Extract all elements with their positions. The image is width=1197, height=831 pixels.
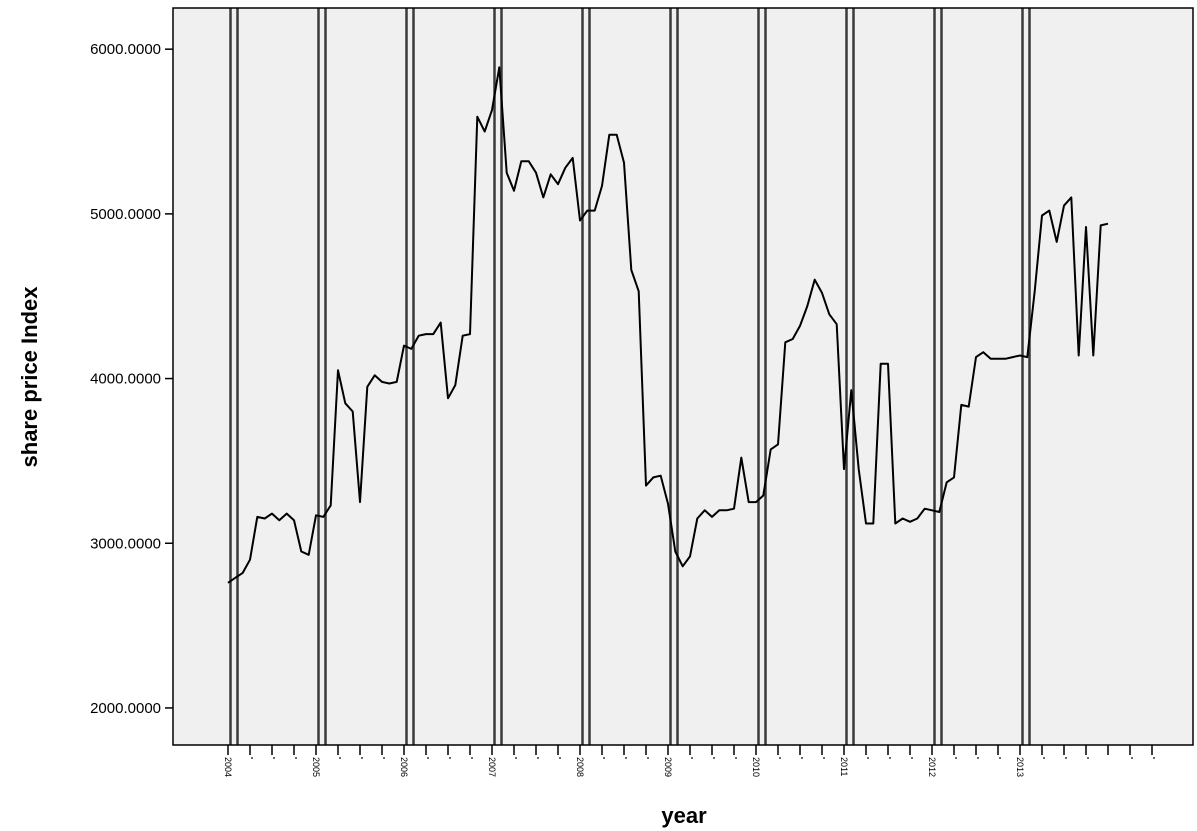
y-tick-label: 2000.0000: [90, 700, 161, 717]
x-minor-tick-dot: [911, 757, 913, 759]
x-minor-tick-dot: [625, 757, 627, 759]
x-tick-label: 2010: [751, 757, 761, 777]
x-minor-tick-dot: [1153, 757, 1155, 759]
x-minor-tick-dot: [339, 757, 341, 759]
plot-frame: [172, 7, 1194, 746]
x-minor-tick-dot: [713, 757, 715, 759]
x-minor-tick-dot: [1065, 757, 1067, 759]
year-reference-lines: [229, 8, 1031, 745]
x-tick-label: 2006: [399, 757, 409, 777]
x-minor-tick-dot: [427, 757, 429, 759]
y-tick-label: 6000.0000: [90, 41, 161, 58]
share-price-series-line: [227, 66, 1109, 584]
x-minor-tick-dot: [361, 757, 363, 759]
x-minor-tick-dot: [735, 757, 737, 759]
x-minor-tick-dot: [977, 757, 979, 759]
x-minor-tick-dot: [537, 757, 539, 759]
x-minor-tick-dot: [383, 757, 385, 759]
x-minor-tick-dot: [1131, 757, 1133, 759]
x-tick-label: 2005: [311, 757, 321, 777]
y-axis-ticks: 2000.0000 3000.0000 4000.0000 5000.0000 6000…: [90, 41, 173, 717]
x-minor-tick-dot: [801, 757, 803, 759]
x-minor-tick-dot: [867, 757, 869, 759]
y-axis-title: share price Index: [17, 286, 42, 468]
x-minor-tick-dot: [273, 757, 275, 759]
x-minor-tick-dot: [647, 757, 649, 759]
x-minor-tick-dot: [449, 757, 451, 759]
x-minor-tick-dot: [889, 757, 891, 759]
x-minor-tick-dot: [779, 757, 781, 759]
x-tick-label: 2008: [575, 757, 585, 777]
x-tick-label: 2012: [927, 757, 937, 777]
y-tick-label: 4000.0000: [90, 371, 161, 388]
x-minor-tick-dot: [1043, 757, 1045, 759]
x-minor-tick-dot: [1087, 757, 1089, 759]
x-minor-tick-dot: [603, 757, 605, 759]
x-minor-tick-dot: [999, 757, 1001, 759]
y-tick-label: 5000.0000: [90, 206, 161, 223]
x-tick-label: 2004: [223, 757, 233, 777]
x-minor-tick-dot: [955, 757, 957, 759]
x-tick-label: 2013: [1015, 757, 1025, 777]
x-minor-tick-dot: [691, 757, 693, 759]
x-minor-tick-dot: [251, 757, 253, 759]
x-axis-title: year: [661, 803, 707, 828]
y-tick-label: 3000.0000: [90, 535, 161, 552]
x-minor-tick-dot: [471, 757, 473, 759]
x-minor-tick-dot: [295, 757, 297, 759]
x-minor-tick-dot: [559, 757, 561, 759]
axis-lines: [172, 7, 1194, 746]
x-minor-tick-dot: [515, 757, 517, 759]
x-tick-label: 2007: [487, 757, 497, 777]
x-tick-label: 2009: [663, 757, 673, 777]
x-minor-tick-dot: [823, 757, 825, 759]
x-tick-label: 2011: [839, 757, 849, 776]
x-axis-ticks: 2004 2005 2006 2007 2008 2009 2010 2011 2012 2013: [223, 745, 1155, 777]
